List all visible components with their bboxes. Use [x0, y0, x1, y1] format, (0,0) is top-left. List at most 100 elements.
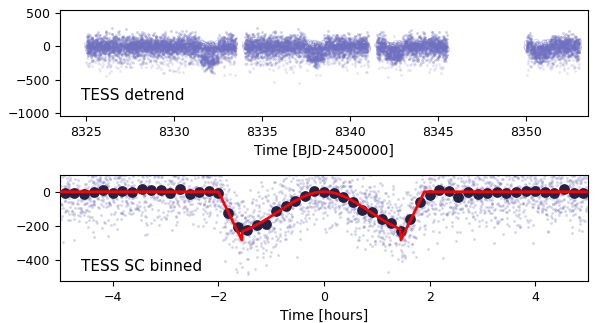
- Point: [563, 45, 572, 50]
- Point: [169, 203, 179, 209]
- Point: [319, 44, 328, 49]
- Point: [533, 50, 542, 55]
- Point: [560, 45, 569, 50]
- Point: [400, 41, 410, 46]
- Point: [497, 165, 506, 170]
- Point: [307, 41, 317, 46]
- Point: [376, 208, 386, 214]
- Point: [310, 194, 320, 199]
- Point: [408, 42, 418, 47]
- Point: [418, 42, 427, 47]
- Point: [566, 42, 576, 47]
- Point: [244, 50, 253, 55]
- Point: [127, 43, 137, 48]
- Point: [91, 37, 100, 42]
- Point: [287, 32, 296, 37]
- Point: [245, 226, 255, 232]
- Point: [419, 36, 429, 41]
- Point: [278, 43, 287, 48]
- Point: [297, 41, 307, 47]
- Point: [554, 44, 563, 49]
- Point: [262, 55, 272, 60]
- Point: [311, 65, 321, 70]
- Point: [315, 47, 325, 52]
- Point: [296, 171, 306, 176]
- Point: [82, 45, 92, 50]
- Point: [184, 43, 193, 48]
- Point: [386, 52, 396, 57]
- Point: [115, 68, 125, 73]
- Point: [358, 43, 368, 48]
- Point: [337, 56, 347, 61]
- Point: [279, 51, 289, 56]
- Point: [348, 190, 358, 195]
- Point: [389, 45, 398, 50]
- Point: [155, 46, 164, 51]
- Point: [258, 37, 268, 42]
- Point: [563, 47, 572, 53]
- Point: [110, 41, 119, 46]
- Point: [407, 46, 417, 51]
- Point: [163, 36, 172, 41]
- Point: [372, 197, 382, 203]
- Point: [96, 47, 106, 52]
- Point: [401, 43, 410, 48]
- Point: [436, 46, 446, 51]
- Point: [559, 63, 568, 68]
- Point: [541, 58, 550, 63]
- Point: [361, 44, 370, 49]
- Point: [121, 194, 131, 200]
- Point: [442, 58, 451, 64]
- Point: [221, 47, 231, 53]
- Point: [270, 180, 280, 185]
- Point: [530, 49, 540, 54]
- Point: [224, 241, 233, 246]
- Point: [226, 31, 236, 36]
- Point: [536, 42, 545, 47]
- Point: [148, 51, 157, 56]
- Point: [92, 44, 101, 49]
- Point: [323, 36, 333, 42]
- Point: [310, 40, 320, 45]
- Point: [569, 212, 578, 217]
- Point: [417, 210, 427, 215]
- Point: [291, 38, 301, 43]
- Point: [386, 224, 395, 229]
- Point: [410, 52, 420, 57]
- Point: [540, 54, 550, 59]
- Point: [89, 170, 99, 175]
- Point: [166, 52, 176, 57]
- Point: [251, 244, 261, 249]
- Point: [215, 196, 224, 201]
- Point: [470, 162, 479, 168]
- Point: [153, 46, 163, 51]
- Point: [176, 168, 185, 173]
- Point: [374, 44, 384, 49]
- Point: [545, 40, 555, 45]
- Point: [273, 50, 283, 55]
- Point: [82, 200, 91, 205]
- Point: [334, 205, 344, 210]
- Point: [362, 53, 372, 58]
- Point: [230, 72, 239, 77]
- Point: [529, 49, 539, 54]
- Point: [107, 45, 117, 50]
- Point: [360, 41, 370, 47]
- Point: [527, 60, 537, 65]
- Point: [259, 44, 269, 49]
- Point: [575, 180, 585, 185]
- Point: [258, 38, 268, 44]
- Point: [302, 54, 312, 59]
- Point: [225, 200, 235, 205]
- Point: [94, 45, 104, 50]
- Point: [275, 43, 285, 48]
- Point: [400, 42, 409, 47]
- Point: [559, 43, 569, 48]
- Point: [511, 189, 520, 194]
- Point: [80, 209, 90, 214]
- Point: [110, 39, 120, 44]
- Point: [350, 34, 360, 39]
- Point: [358, 44, 367, 49]
- Point: [149, 217, 159, 223]
- Point: [339, 39, 349, 44]
